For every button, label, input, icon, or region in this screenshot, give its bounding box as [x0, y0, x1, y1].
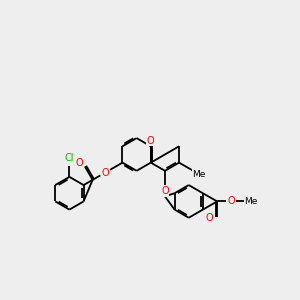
Text: O: O: [101, 168, 109, 178]
Text: O: O: [75, 158, 83, 168]
Text: O: O: [161, 186, 169, 196]
Text: Me: Me: [192, 169, 206, 178]
Text: O: O: [147, 136, 154, 146]
Text: O: O: [228, 196, 235, 206]
Text: Me: Me: [244, 197, 258, 206]
Text: Cl: Cl: [65, 154, 74, 164]
Text: O: O: [206, 213, 214, 223]
